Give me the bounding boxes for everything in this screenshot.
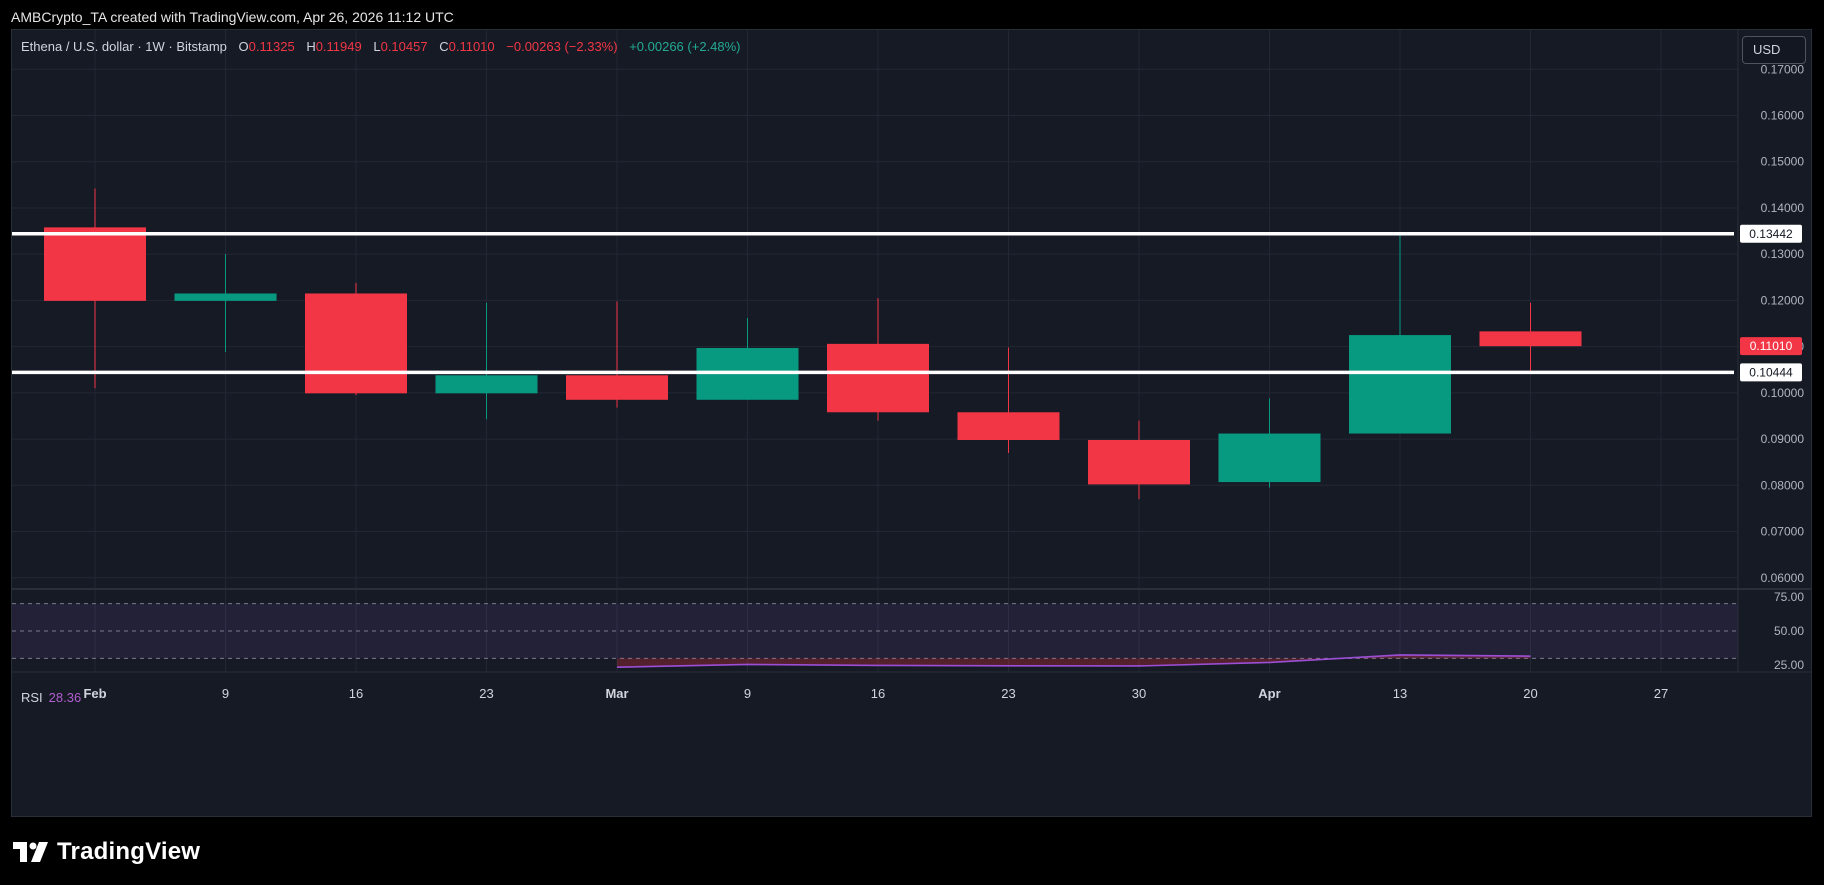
time-tick-label: 27 — [1654, 686, 1668, 701]
attribution-text: AMBCrypto_TA created with TradingView.co… — [11, 9, 454, 25]
level-price-tag-text: 0.10444 — [1749, 365, 1793, 379]
rsi-tick-label: 75.00 — [1774, 590, 1804, 604]
candle-body — [305, 293, 407, 394]
rsi-band — [12, 603, 1738, 659]
price-change: −0.00263 (−2.33%) — [506, 39, 618, 54]
rsi-line — [616, 654, 1531, 669]
tradingview-logo[interactable]: TradingView — [13, 838, 200, 866]
rsi-legend: RSI 28.36 — [21, 690, 81, 705]
high-label: H — [306, 39, 316, 54]
candle-body — [1088, 440, 1190, 485]
time-tick-label: 9 — [222, 686, 229, 701]
candle-body — [174, 293, 277, 301]
time-tick-label: 23 — [479, 686, 493, 701]
price-change-secondary: +0.00266 (+2.48%) — [629, 39, 741, 54]
rsi-value: 28.36 — [48, 690, 82, 705]
candle-body — [44, 227, 146, 301]
candle-body — [957, 412, 1060, 441]
level-price-tag-text: 0.13442 — [1749, 227, 1793, 241]
price-tick-label: 0.17000 — [1761, 62, 1805, 76]
candle-body — [1479, 331, 1582, 347]
rsi-tick-label: 50.00 — [1774, 624, 1804, 638]
high-value: 0.11949 — [315, 39, 362, 54]
close-label: C — [439, 39, 449, 54]
candlestick-chart[interactable]: 0.17000 0.16000 0.15000 0.14000 0.13000 0.120… — [12, 30, 1811, 816]
candle-body — [1349, 335, 1451, 434]
price-tick-label: 0.13000 — [1761, 247, 1805, 261]
rsi-label[interactable]: RSI — [21, 690, 43, 705]
open-label: O — [238, 39, 249, 54]
last-price-tag-text: 0.11010 — [1750, 339, 1793, 353]
time-tick-label: 30 — [1132, 686, 1146, 701]
price-tick-label: 0.15000 — [1761, 155, 1805, 169]
time-tick-label: 20 — [1523, 686, 1537, 701]
symbol-legend: Ethena / U.S. dollar · 1W · Bitstamp O0.… — [21, 39, 741, 54]
price-tick-label: 0.16000 — [1761, 109, 1805, 123]
price-tick-label: 0.08000 — [1761, 478, 1805, 492]
candle-body — [435, 375, 538, 394]
tradingview-logo-icon — [13, 842, 48, 862]
price-tick-label: 0.07000 — [1761, 525, 1805, 539]
rsi-oversold-fill — [617, 654, 1531, 668]
currency-button[interactable]: USD — [1742, 36, 1806, 64]
level-price-tag — [1740, 363, 1802, 382]
candle-body — [1218, 433, 1321, 483]
price-tick-label: 0.06000 — [1761, 571, 1805, 585]
price-tick-label: 0.14000 — [1761, 201, 1805, 215]
time-tick-label: 16 — [349, 686, 363, 701]
candles — [44, 188, 1582, 500]
open-value: 0.11325 — [248, 39, 295, 54]
close-value: 0.11010 — [448, 39, 495, 54]
price-tick-label: 0.10000 — [1761, 386, 1805, 400]
last-price-tag — [1740, 337, 1802, 356]
rsi-tick-label: 25.00 — [1774, 658, 1804, 672]
low-label: L — [373, 39, 381, 54]
time-tick-label: 13 — [1393, 686, 1407, 701]
time-tick-label: Feb — [83, 686, 106, 701]
tradingview-wordmark: TradingView — [57, 838, 201, 865]
level-price-tag — [1740, 224, 1802, 243]
price-tick-label: 0.09000 — [1761, 432, 1805, 446]
chart-panel[interactable]: 0.17000 0.16000 0.15000 0.14000 0.13000 0.120… — [11, 29, 1812, 817]
time-tick-label: 16 — [871, 686, 885, 701]
time-tick-label: 9 — [744, 686, 751, 701]
candle-body — [566, 375, 668, 400]
low-value: 0.10457 — [380, 39, 428, 54]
symbol-title[interactable]: Ethena / U.S. dollar · 1W · Bitstamp — [21, 39, 227, 54]
candle-body — [827, 343, 929, 413]
time-tick-label: 23 — [1001, 686, 1015, 701]
price-tick-label: 0.12000 — [1761, 293, 1805, 307]
time-tick-label: Mar — [605, 686, 628, 701]
time-tick-label: Apr — [1258, 686, 1280, 701]
